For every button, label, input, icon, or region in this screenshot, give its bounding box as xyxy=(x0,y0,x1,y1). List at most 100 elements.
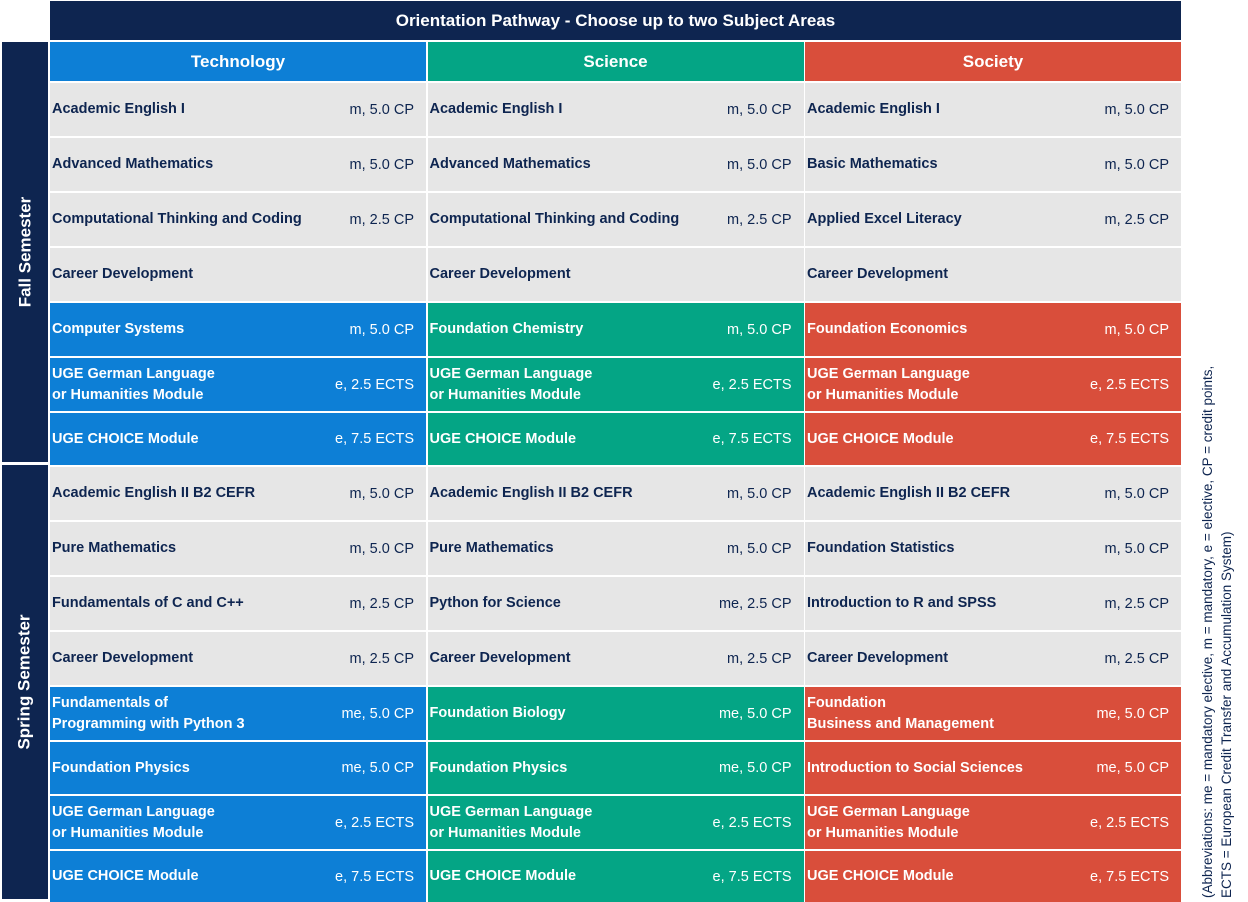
course-name: Career Development xyxy=(52,266,194,282)
course-name: Fundamentals of C and C++ xyxy=(52,595,244,611)
course-name: Fundamentals of Programming with Python … xyxy=(52,694,245,732)
course-name: UGE German Language or Humanities Module xyxy=(429,803,593,841)
course-name: Academic English I xyxy=(52,101,185,117)
course-cell: Career Development xyxy=(427,246,804,301)
course-credit: m, 5.0 CP xyxy=(349,156,414,173)
course-credit: m, 5.0 CP xyxy=(727,485,792,502)
course-name: Career Development xyxy=(52,650,194,666)
course-cell: Pure Mathematics m, 5.0 CP xyxy=(427,520,804,575)
course-name: Basic Mathematics xyxy=(807,156,938,172)
course-cell: Computational Thinking and Coding m, 2.5 … xyxy=(50,191,426,246)
course-cell: Computer Systems m, 5.0 CP xyxy=(50,301,426,356)
course-credit: m, 5.0 CP xyxy=(1104,485,1169,502)
course-cell: UGE German Language or Humanities Module… xyxy=(805,356,1181,411)
course-credit: m, 5.0 CP xyxy=(1104,156,1169,173)
course-name: UGE CHOICE Module xyxy=(429,430,577,447)
course-name: Academic English I xyxy=(807,101,940,117)
course-credit: e, 7.5 ECTS xyxy=(1090,431,1169,447)
course-credit: m, 5.0 CP xyxy=(727,321,792,338)
course-name: Career Development xyxy=(429,266,571,282)
course-name: UGE CHOICE Module xyxy=(52,868,199,884)
course-cell: Computational Thinking and Coding m, 2.5 … xyxy=(427,191,804,246)
course-name: Foundation Statistics xyxy=(807,540,955,556)
course-credit: me, 5.0 CP xyxy=(341,760,414,776)
course-credit: me, 2.5 CP xyxy=(718,595,792,612)
course-name: Academic English II B2 CEFR xyxy=(429,485,633,501)
course-credit: m, 5.0 CP xyxy=(1104,321,1169,338)
course-name: UGE German Language or Humanities Module xyxy=(807,803,970,841)
course-credit: e, 7.5 ECTS xyxy=(1090,868,1169,885)
course-name: Introduction to R and SPSS xyxy=(807,595,997,611)
course-name: Computer Systems xyxy=(52,321,185,337)
course-credit: e, 2.5 ECTS xyxy=(1090,376,1169,393)
course-credit: me, 5.0 CP xyxy=(341,705,414,722)
course-cell: UGE CHOICE Module e, 7.5 ECTS xyxy=(805,411,1181,465)
course-credit: e, 7.5 ECTS xyxy=(335,431,414,447)
course-credit: m, 2.5 CP xyxy=(727,211,792,228)
course-cell: Career Development m, 2.5 CP xyxy=(50,630,426,685)
fall-semester-text: Fall Semester xyxy=(15,196,34,308)
course-credit: e, 2.5 ECTS xyxy=(712,814,792,831)
course-cell: Foundation Physics me, 5.0 CP xyxy=(427,740,804,794)
course-credit: e, 7.5 ECTS xyxy=(712,868,792,885)
course-cell: Fundamentals of C and C++ m, 2.5 CP xyxy=(50,575,426,630)
course-cell: UGE CHOICE Module e, 7.5 ECTS xyxy=(50,411,426,465)
spring-semester-text: Spring Semester xyxy=(15,614,35,750)
course-credit: m, 5.0 CP xyxy=(727,540,792,557)
course-credit: m, 2.5 CP xyxy=(1104,650,1169,667)
course-cell: Academic English I m, 5.0 CP xyxy=(50,81,426,136)
course-name: UGE German Language or Humanities Module xyxy=(807,365,970,403)
course-cell: Applied Excel Literacy m, 2.5 CP xyxy=(805,191,1181,246)
course-name: Academic English II B2 CEFR xyxy=(52,485,256,501)
course-credit: m, 2.5 CP xyxy=(1104,595,1169,612)
course-credit: m, 2.5 CP xyxy=(349,595,414,612)
course-credit: m, 5.0 CP xyxy=(1104,101,1169,118)
page-title: Orientation Pathway - Choose up to two S… xyxy=(50,1,1181,40)
course-name: Foundation Economics xyxy=(807,321,968,337)
course-credit: m, 5.0 CP xyxy=(727,101,792,118)
course-cell: Foundation Biology me, 5.0 CP xyxy=(427,685,804,740)
course-name: UGE CHOICE Module xyxy=(429,868,577,884)
course-name: Pure Mathematics xyxy=(52,540,177,556)
course-name: UGE CHOICE Module xyxy=(807,868,954,884)
course-credit: me, 5.0 CP xyxy=(1096,705,1169,722)
course-credit: e, 2.5 ECTS xyxy=(712,376,792,393)
spring-semester-label: Spring Semester xyxy=(2,465,48,899)
course-name: UGE CHOICE Module xyxy=(52,430,199,447)
course-cell: Academic English I m, 5.0 CP xyxy=(427,81,804,136)
course-cell: Academic English II B2 CEFR m, 5.0 CP xyxy=(50,465,426,520)
course-name: UGE CHOICE Module xyxy=(807,430,954,447)
course-cell: UGE CHOICE Module e, 7.5 ECTS xyxy=(427,849,804,902)
course-cell: UGE German Language or Humanities Module… xyxy=(427,794,804,849)
course-credit: m, 5.0 CP xyxy=(727,156,792,173)
abbreviations-note: (Abbreviations: me = mandatory elective,… xyxy=(1192,265,1242,900)
course-cell: Introduction to Social Sciences me, 5.0 C… xyxy=(805,740,1181,794)
course-credit: e, 2.5 ECTS xyxy=(335,814,414,831)
course-name: Pure Mathematics xyxy=(429,540,554,556)
course-cell: Career Development xyxy=(805,246,1181,301)
course-name: Applied Excel Literacy xyxy=(807,211,962,227)
course-cell: Career Development m, 2.5 CP xyxy=(427,630,804,685)
course-credit: m, 5.0 CP xyxy=(1104,540,1169,557)
course-credit: me, 5.0 CP xyxy=(718,760,792,776)
course-cell: UGE CHOICE Module e, 7.5 ECTS xyxy=(427,411,804,465)
column-header: Society xyxy=(805,42,1181,81)
course-credit: m, 2.5 CP xyxy=(727,650,792,667)
course-credit: me, 5.0 CP xyxy=(718,705,792,722)
course-name: Foundation Chemistry xyxy=(429,321,584,337)
course-cell: Pure Mathematics m, 5.0 CP xyxy=(50,520,426,575)
course-cell: UGE German Language or Humanities Module… xyxy=(427,356,804,411)
course-credit: e, 2.5 ECTS xyxy=(1090,814,1169,831)
course-name: Python for Science xyxy=(429,595,561,611)
course-cell: Academic English II B2 CEFR m, 5.0 CP xyxy=(427,465,804,520)
course-cell: Fundamentals of Programming with Python … xyxy=(50,685,426,740)
course-name: Introduction to Social Sciences xyxy=(807,759,1023,776)
column-header: Technology xyxy=(50,42,426,81)
course-cell: UGE German Language or Humanities Module… xyxy=(50,794,426,849)
course-credit: m, 5.0 CP xyxy=(349,540,414,557)
course-name: UGE German Language or Humanities Module xyxy=(429,365,593,403)
course-cell: Basic Mathematics m, 5.0 CP xyxy=(805,136,1181,191)
course-name: Advanced Mathematics xyxy=(429,156,591,172)
